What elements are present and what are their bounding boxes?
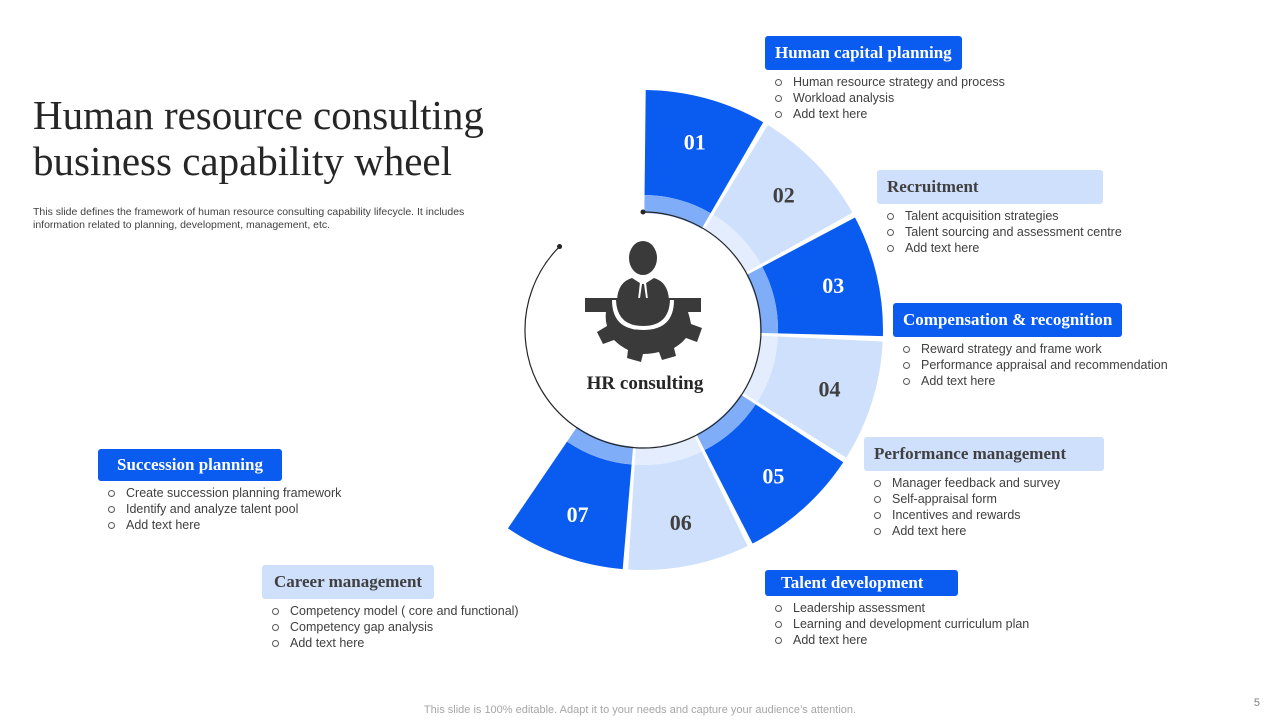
section-heading: Recruitment — [877, 170, 1103, 204]
section-heading: Talent development — [765, 570, 958, 596]
wheel-segment-band — [634, 435, 702, 465]
section-item: Competency gap analysis — [271, 619, 519, 635]
section-heading: Human capital planning — [765, 36, 962, 70]
section-list: Reward strategy and frame work Performanc… — [902, 341, 1168, 389]
section-list: Competency model ( core and functional) C… — [271, 603, 519, 651]
segment-number: 07 — [567, 502, 589, 527]
section-heading: Compensation & recognition — [893, 303, 1123, 337]
section-list: Human resource strategy and process Workl… — [774, 74, 1005, 122]
section-item: Incentives and rewards — [873, 507, 1104, 523]
segment-number: 01 — [684, 129, 706, 154]
section-list: Talent acquisition strategies Talent sour… — [886, 208, 1122, 256]
section-item: Add text here — [774, 632, 1029, 648]
section-succession-planning: Succession planning Create succession pl… — [98, 449, 341, 533]
section-talent-development: Talent development Leadership assessment… — [765, 570, 1029, 648]
section-item: Self-appraisal form — [873, 491, 1104, 507]
section-compensation-recognition: Compensation & recognition Reward strate… — [893, 303, 1168, 389]
wheel-segment-band — [696, 394, 756, 451]
section-item: Talent acquisition strategies — [886, 208, 1122, 224]
section-list: Leadership assessment Learning and develo… — [774, 600, 1029, 648]
section-heading: Performance management — [864, 437, 1104, 471]
arc-dot — [557, 244, 563, 250]
wheel-segment — [713, 125, 853, 265]
section-item: Talent sourcing and assessment centre — [886, 224, 1122, 240]
section-item: Workload analysis — [774, 90, 1005, 106]
section-heading: Succession planning — [98, 449, 282, 481]
segment-number: 03 — [822, 273, 844, 298]
section-item: Reward strategy and frame work — [902, 341, 1168, 357]
slide-subtitle: This slide defines the framework of huma… — [33, 206, 465, 231]
footer-note: This slide is 100% editable. Adapt it to… — [423, 704, 857, 716]
center-label: HR consulting — [587, 373, 704, 394]
wheel-segment — [628, 451, 748, 571]
section-list: Create succession planning framework Iden… — [107, 485, 341, 533]
wheel-segment — [762, 217, 883, 337]
segment-number: 02 — [773, 182, 795, 207]
section-item: Identify and analyze talent pool — [107, 501, 341, 517]
section-item: Manager feedback and survey — [873, 475, 1104, 491]
section-heading: Career management — [262, 565, 435, 599]
section-career-management: Career management Competency model ( cor… — [262, 565, 519, 651]
wheel-segment-band — [746, 266, 778, 334]
section-performance-management: Performance management Manager feedback … — [864, 437, 1104, 539]
section-item: Create succession planning framework — [107, 485, 341, 501]
section-item: Add text here — [107, 517, 341, 533]
wheel-segment — [704, 404, 844, 544]
wheel-segment — [507, 441, 632, 570]
section-item: Add text here — [873, 523, 1104, 539]
section-item: Performance appraisal and recommendation — [902, 357, 1168, 373]
section-item: Add text here — [886, 240, 1122, 256]
section-list: Manager feedback and survey Self-appraisa… — [873, 475, 1104, 539]
section-item: Human resource strategy and process — [774, 74, 1005, 90]
section-item: Add text here — [271, 635, 519, 651]
section-item: Add text here — [902, 373, 1168, 389]
wheel-segment — [757, 336, 883, 458]
businessman-gear-icon — [585, 241, 702, 362]
section-item: Leadership assessment — [774, 600, 1029, 616]
segment-number: 04 — [819, 377, 841, 402]
wheel-segment-band — [742, 335, 778, 402]
section-item: Learning and development curriculum plan — [774, 616, 1029, 632]
arc-dot — [640, 209, 646, 215]
page-number: 5 — [1253, 697, 1260, 709]
section-item: Competency model ( core and functional) — [271, 603, 519, 619]
segment-number: 06 — [670, 510, 692, 535]
section-recruitment: Recruitment Talent acquisition strategie… — [877, 170, 1122, 256]
wheel-segment-band — [567, 426, 634, 465]
wheel-segment-band — [644, 195, 711, 229]
center-arc-line — [524, 211, 762, 449]
segment-number: 05 — [762, 464, 784, 489]
section-human-capital-planning: Human capital planning Human resource st… — [765, 36, 1005, 122]
section-item: Add text here — [774, 106, 1005, 122]
wheel-segment-band — [703, 214, 761, 273]
slide-title: Human resource consulting business capab… — [33, 92, 484, 184]
wheel-segment — [644, 90, 764, 214]
wheel-segments: 01 02 03 04 05 06 07 — [507, 90, 883, 571]
